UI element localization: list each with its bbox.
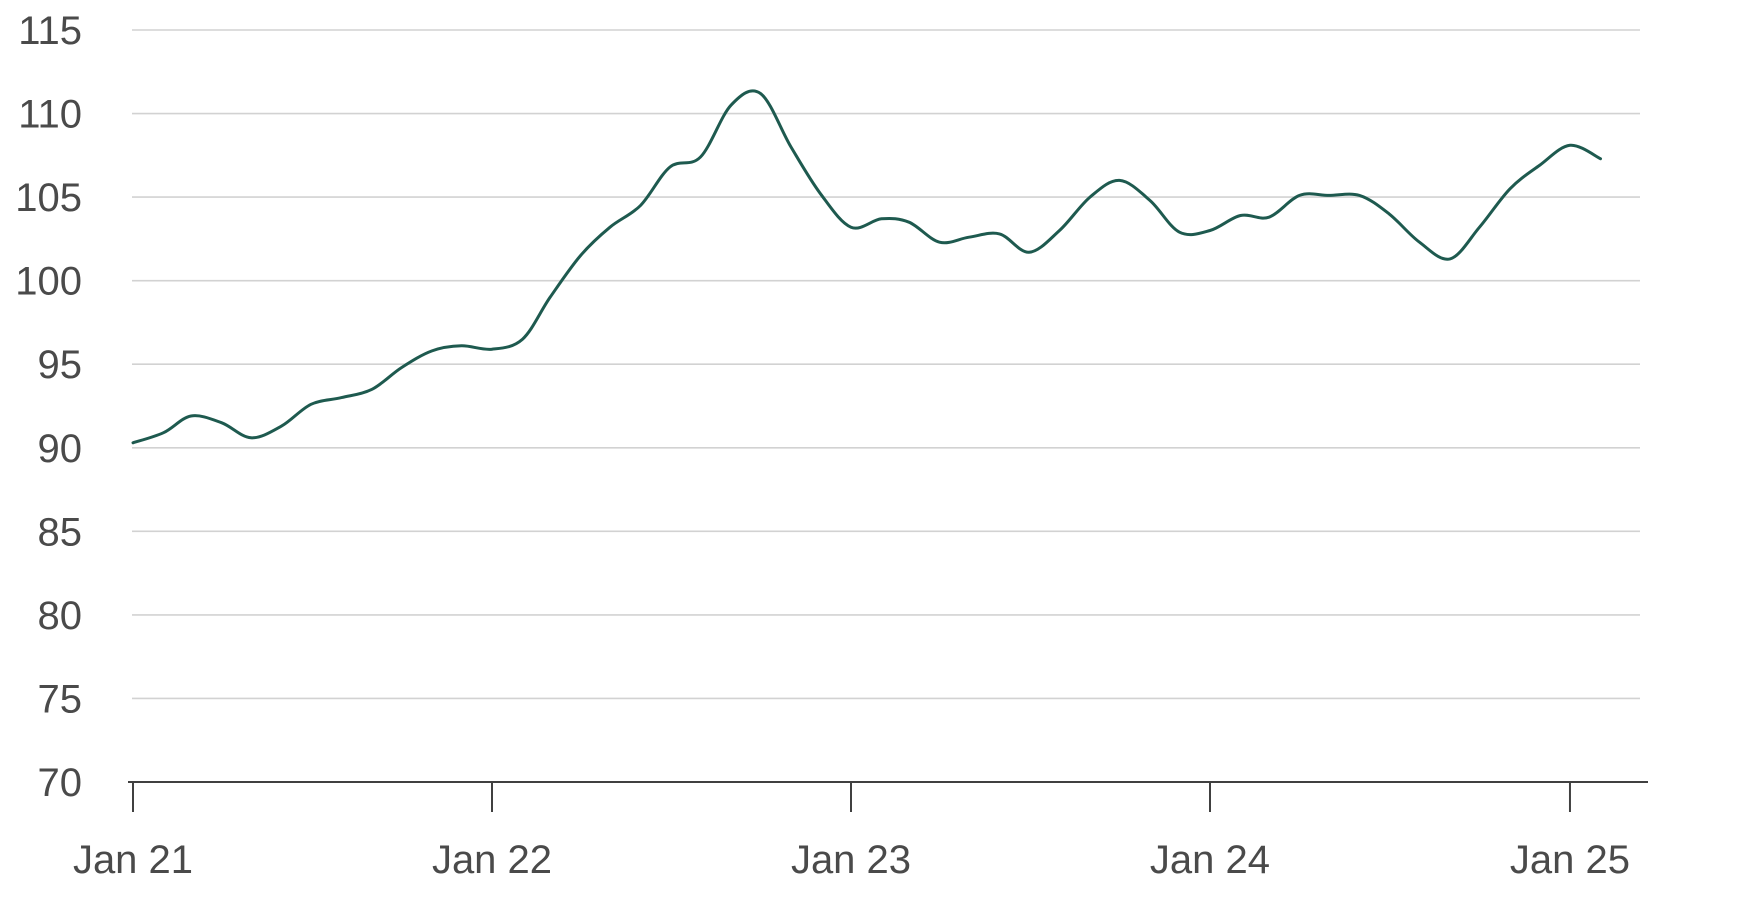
y-tick-label: 115 <box>18 9 82 53</box>
x-tick-label: Jan 23 <box>791 838 911 882</box>
x-tick-label: Jan 24 <box>1150 838 1270 882</box>
y-tick-label: 100 <box>15 260 82 304</box>
x-tick-label: Jan 25 <box>1510 838 1630 882</box>
series-line-0 <box>131 89 1602 445</box>
y-tick-label: 90 <box>38 427 83 471</box>
y-tick-label: 80 <box>38 594 83 638</box>
x-tick-label: Jan 22 <box>432 838 552 882</box>
y-tick-label: 105 <box>15 176 82 220</box>
y-tick-label: 75 <box>38 677 83 721</box>
gridlines <box>132 29 1640 700</box>
y-axis: 70 75 80 85 90 95 100 105 110 115 <box>15 9 82 805</box>
x-tick-label: Jan 21 <box>73 838 193 882</box>
series-layer <box>131 89 1602 445</box>
y-tick-label: 85 <box>38 510 83 554</box>
y-tick-label: 110 <box>18 93 82 137</box>
y-tick-label: 95 <box>38 343 83 387</box>
x-axis: Jan 21 Jan 22 Jan 23 Jan 24 Jan 25 <box>73 781 1648 882</box>
y-tick-label: 70 <box>38 761 83 805</box>
